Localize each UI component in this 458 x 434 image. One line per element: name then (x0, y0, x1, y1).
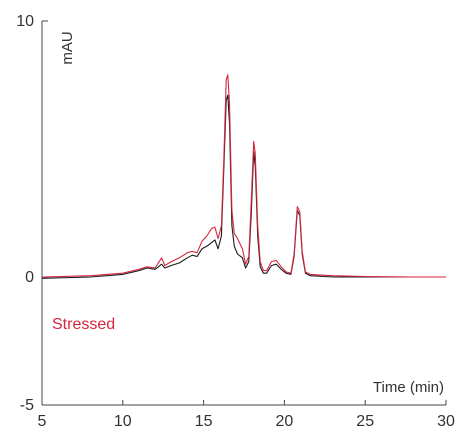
y-tick-label: -5 (20, 397, 34, 414)
x-tick-label: 20 (276, 413, 294, 430)
x-tick-label: 30 (437, 413, 455, 430)
y-tick-label: 10 (16, 13, 34, 30)
stressed-annotation: Stressed (52, 316, 115, 333)
x-tick-label: 25 (356, 413, 374, 430)
x-tick-label: 10 (114, 413, 132, 430)
series-line-control (41, 94, 446, 279)
y-axis-label: mAU (59, 31, 76, 64)
ticks: 5 10 15 20 25 30 -5 0 10 (16, 13, 455, 430)
x-axis-label: Time (min) (373, 379, 444, 396)
x-tick-label: 15 (195, 413, 213, 430)
x-tick-label: 5 (38, 413, 47, 430)
series-line-stressed (41, 74, 446, 278)
series-lines (41, 74, 446, 279)
axes (41, 21, 446, 406)
y-tick-label: 0 (25, 269, 34, 286)
